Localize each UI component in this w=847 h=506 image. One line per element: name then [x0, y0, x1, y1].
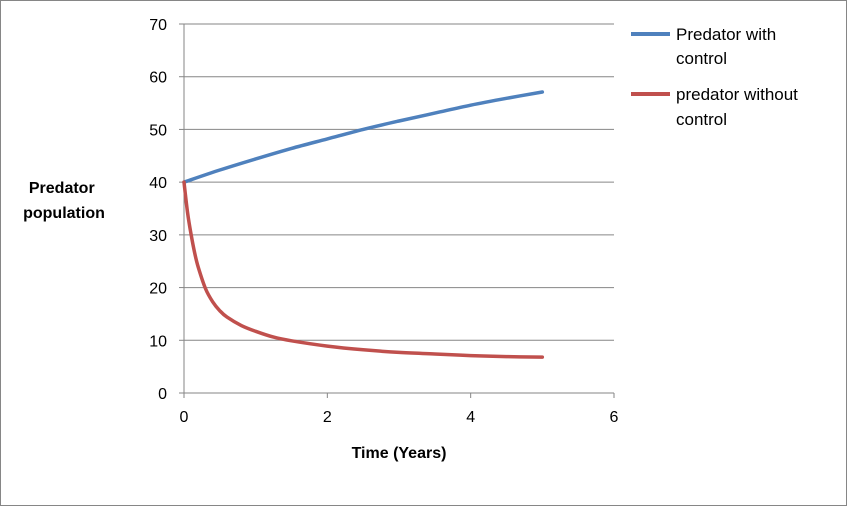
y-tick-label-60: 60 — [149, 70, 167, 87]
y-axis-title-line-2: population — [23, 205, 105, 222]
y-tick-label-40: 40 — [149, 175, 167, 192]
x-tick-label-4: 4 — [466, 409, 475, 426]
y-tick-label-50: 50 — [149, 122, 167, 139]
y-tick-label-70: 70 — [149, 17, 167, 34]
x-axis-title: Time (Years) — [352, 445, 447, 462]
series-line-predator-without-control — [182, 180, 545, 359]
y-tick-label-0: 0 — [158, 386, 167, 403]
y-axis-title: Predator population — [23, 180, 105, 222]
grid-lines — [184, 23, 614, 341]
legend-item-predator-with-control: Predator with control — [631, 25, 781, 68]
y-tick-label-10: 10 — [149, 333, 167, 350]
axes — [179, 23, 615, 398]
legend-item-predator-without-control: predator without control — [631, 85, 803, 129]
series-lines — [182, 90, 545, 359]
x-tick-label-6: 6 — [610, 409, 619, 426]
x-tick-label-2: 2 — [323, 409, 332, 426]
legend-label-predator-with-control: Predator with control — [676, 25, 781, 68]
legend-label-predator-without-control: predator without control — [676, 85, 803, 129]
y-tick-label-20: 20 — [149, 281, 167, 298]
y-tick-labels: 0 10 20 30 40 50 60 70 — [149, 17, 167, 403]
series-line-predator-with-control — [182, 90, 545, 184]
y-tick-label-30: 30 — [149, 228, 167, 245]
y-axis-title-line-1: Predator — [29, 180, 95, 197]
x-tick-label-0: 0 — [180, 409, 189, 426]
x-tick-labels: 0 2 4 6 — [180, 409, 619, 426]
legend: Predator with control predator without c… — [631, 25, 803, 129]
